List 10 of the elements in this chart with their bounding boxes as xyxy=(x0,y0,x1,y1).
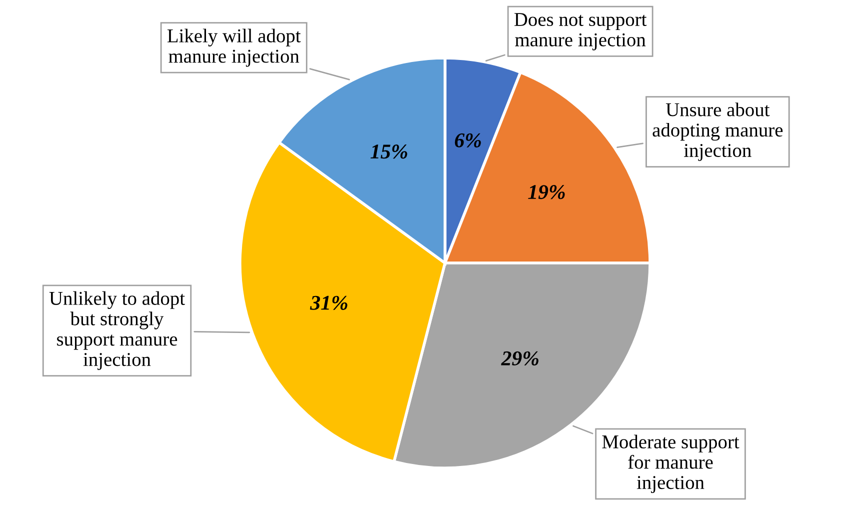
data-label: 31% xyxy=(310,296,348,310)
data-label: 15% xyxy=(370,144,408,159)
slice-label: Unsure about adopting manure injection xyxy=(652,102,783,161)
slice-label: Unlikely to adopt but strongly support manure injection xyxy=(49,291,185,370)
slice-label: Moderate support for manure injection xyxy=(602,434,740,494)
slice-label: Likely will adopt manure injection xyxy=(167,28,301,67)
data-label: 29% xyxy=(501,351,538,366)
data-label: 19% xyxy=(528,185,565,200)
data-label: 6% xyxy=(454,133,481,148)
slice-label: Does not support manure injection xyxy=(514,13,647,50)
